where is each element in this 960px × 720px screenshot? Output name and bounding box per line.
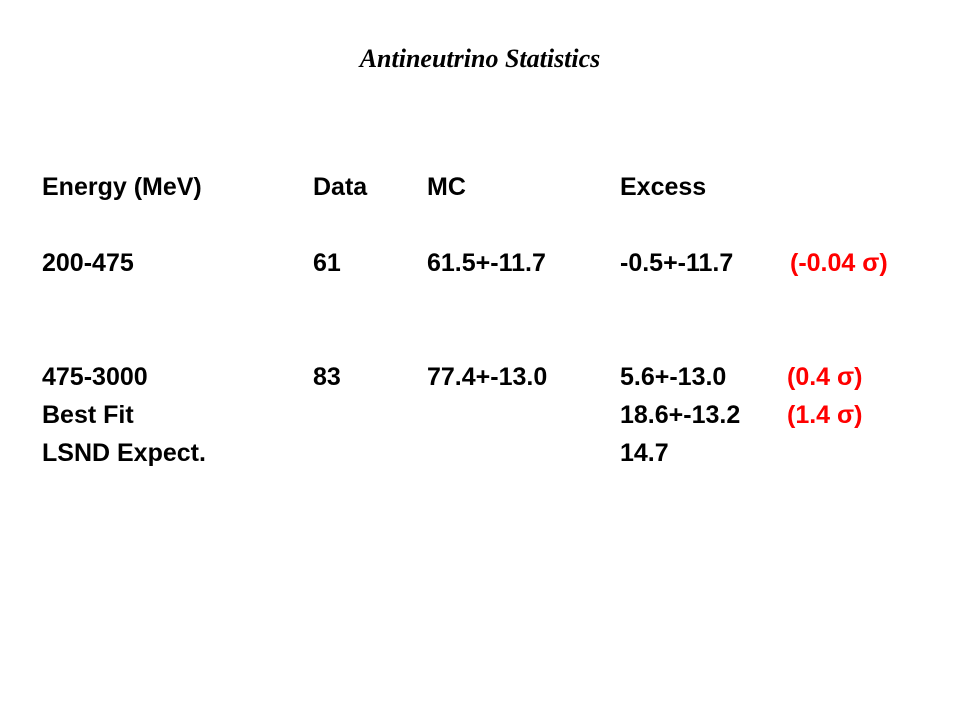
excess-cell: 18.6+-13.2 [620, 401, 741, 429]
data-cell: 83 [313, 363, 341, 391]
excess-cell: 14.7 [620, 439, 669, 467]
significance: (0.4 σ) [787, 363, 863, 391]
mc-cell: 77.4+-13.0 [427, 363, 548, 391]
header-cell: Data [313, 173, 368, 201]
energy-cell: 475-3000 [42, 363, 148, 391]
header-cell: Excess [620, 173, 707, 201]
energy-cell: 200-475 [42, 249, 134, 277]
slide-title: Antineutrino Statistics [359, 44, 601, 73]
significance: (-0.04 σ) [790, 249, 888, 277]
header-cell: MC [427, 173, 466, 201]
header-cell: Energy (MeV) [42, 173, 202, 201]
energy-cell: Best Fit [42, 401, 134, 429]
energy-cell: LSND Expect. [42, 439, 206, 467]
mc-cell: 61.5+-11.7 [427, 249, 546, 277]
excess-cell: -0.5+-11.7 [620, 249, 734, 277]
excess-cell: 5.6+-13.0 [620, 363, 727, 391]
significance: (1.4 σ) [787, 401, 863, 429]
data-cell: 61 [313, 249, 341, 277]
